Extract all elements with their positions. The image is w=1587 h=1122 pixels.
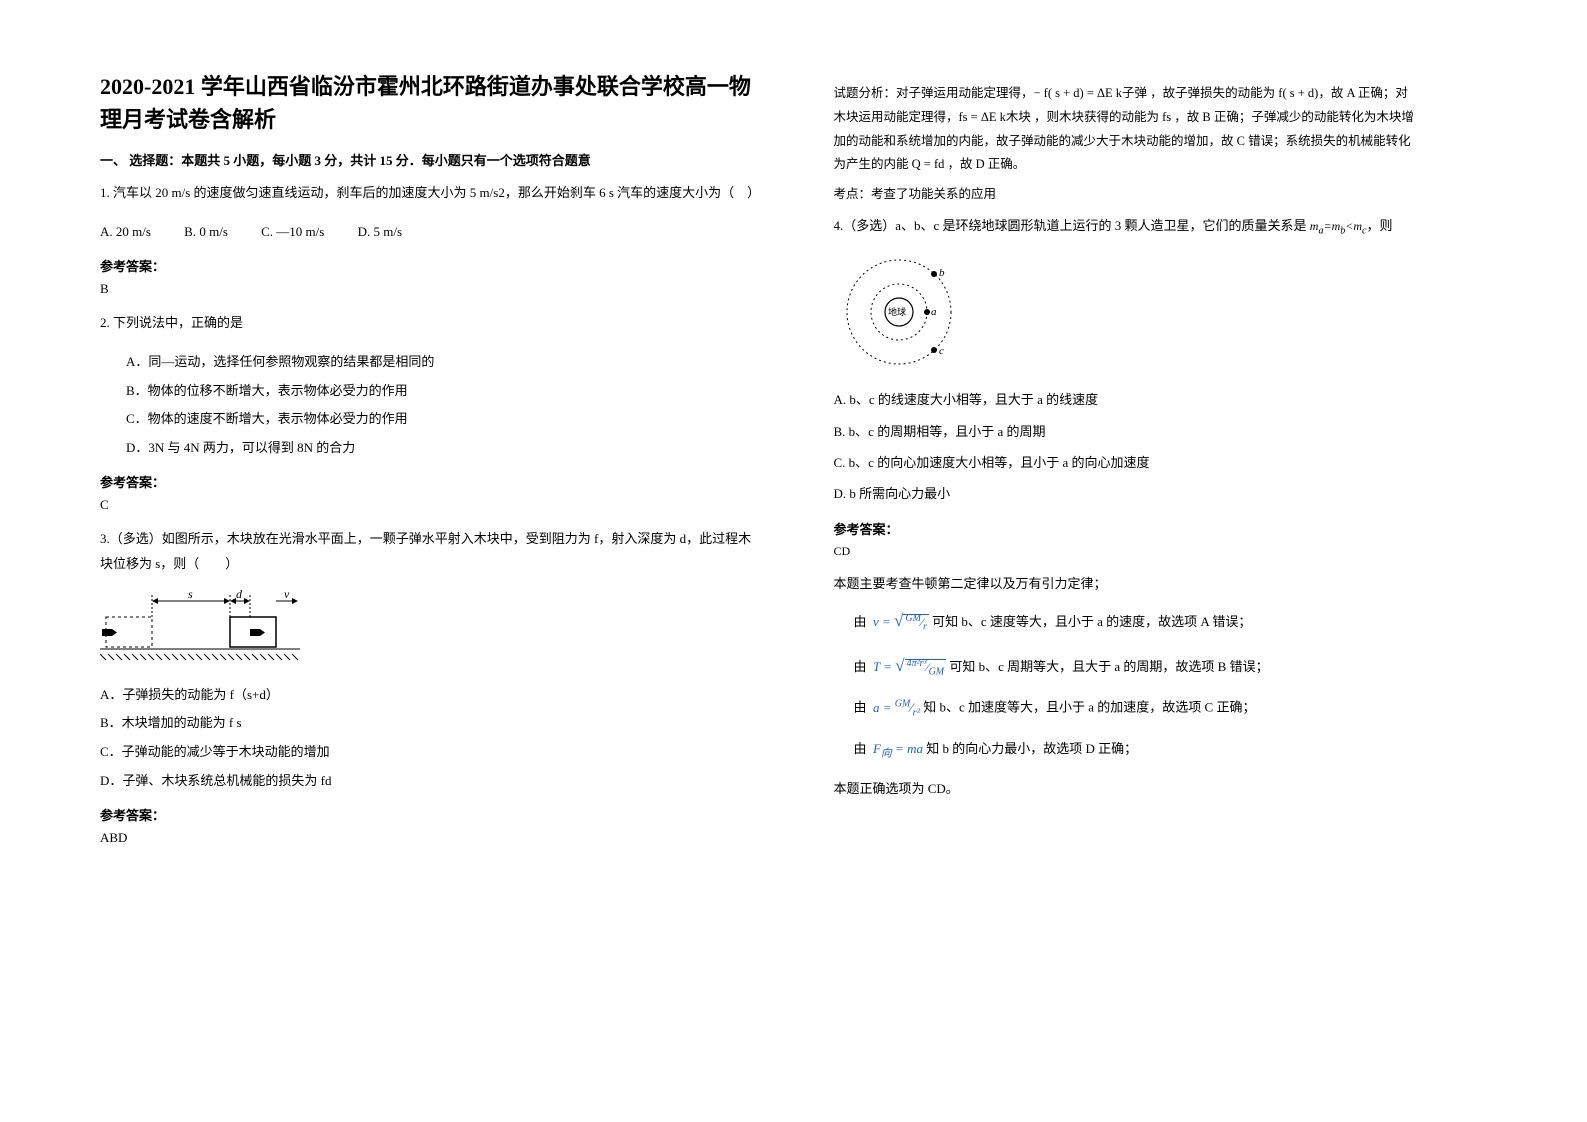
- formula-pre: 由: [854, 614, 867, 629]
- q1-stem: 1. 汽车以 20 m/s 的速度做匀速直线运动，刹车后的加速度大小为 5 m/…: [100, 181, 764, 206]
- q3-opt-b: B．木块增加的动能为 f s: [100, 709, 764, 738]
- svg-text:b: b: [939, 267, 945, 279]
- q4-opt-c: C. b、c 的向心加速度大小相等，且小于 a 的向心加速度: [834, 447, 1498, 478]
- formula-v-post: 可知 b、c 速度等大，且小于 a 的速度，故选项 A 错误；: [932, 614, 1251, 629]
- svg-text:c: c: [939, 345, 944, 357]
- q4-opt-a: A. b、c 的线速度大小相等，且大于 a 的线速度: [834, 384, 1498, 415]
- q3-ref-label: 参考答案：: [100, 805, 764, 824]
- q3-analysis-line1: 试题分析：对子弹运用动能定理得，− f( s + d) = ΔE k子弹 ，故子…: [834, 82, 1498, 106]
- q4-conclusion: 本题正确选项为 CD。: [834, 778, 1498, 797]
- svg-text:d: d: [236, 589, 243, 601]
- q3-opt-a: A．子弹损失的动能为 f（s+d）: [100, 681, 764, 710]
- q4-diagram: 地球 a b c: [834, 252, 1498, 376]
- section-1-head: 一、 选择题：本题共 5 小题，每小题 3 分，共计 15 分．每小题只有一个选…: [100, 150, 764, 169]
- q1-opt-d: D. 5 m/s: [358, 218, 402, 247]
- q1-answer: B: [100, 281, 764, 297]
- q1-opt-a: A. 20 m/s: [100, 218, 151, 247]
- q1-options: A. 20 m/s B. 0 m/s C. —10 m/s D. 5 m/s: [100, 218, 764, 247]
- formula-pre-2: 由: [854, 659, 867, 674]
- svg-text:a: a: [931, 306, 937, 318]
- formula-t-eq: T = √4π²r³⁄GM: [870, 659, 946, 674]
- formula-pre-3: 由: [854, 700, 867, 715]
- q2-stem: 2. 下列说法中，正确的是: [100, 311, 764, 336]
- q3-analysis-line2: 木块运用动能定理得，fs = ΔE k木块 ，则木块获得的动能为 fs ，故 B…: [834, 106, 1498, 130]
- q4-answer: CD: [834, 544, 1498, 559]
- formula-f-eq: F向 = ma: [870, 741, 923, 756]
- q4-opt-b: B. b、c 的周期相等，且小于 a 的周期: [834, 416, 1498, 447]
- q2-answer: C: [100, 497, 764, 513]
- q2-opt-d: D．3N 与 4N 两力，可以得到 8N 的合力: [126, 434, 764, 463]
- formula-f: 由 F向 = ma 知 b 的向心力最小，故选项 D 正确；: [854, 737, 1498, 764]
- formula-a-post: 知 b、c 加速度等大，且小于 a 的加速度，故选项 C 正确；: [923, 700, 1255, 715]
- q4-mass-relation: ma=mb<mc: [1310, 219, 1367, 233]
- q3-analysis-line4: 为产生的内能 Q = fd ，故 D 正确。: [834, 153, 1498, 177]
- q3-options: A．子弹损失的动能为 f（s+d） B．木块增加的动能为 f s C．子弹动能的…: [100, 681, 764, 795]
- formula-t: 由 T = √4π²r³⁄GM 可知 b、c 周期等大，且大于 a 的周期，故选…: [854, 651, 1498, 682]
- q2-opt-a: A．同—运动，选择任何参照物观察的结果都是相同的: [126, 348, 764, 377]
- q3-topic: 考点：考查了功能关系的应用: [834, 183, 1498, 202]
- formula-a: 由 a = GM⁄r² 知 b、c 加速度等大，且小于 a 的加速度，故选项 C…: [854, 695, 1498, 722]
- exam-title: 2020-2021 学年山西省临汾市霍州北环路街道办事处联合学校高一物理月考试卷…: [100, 70, 764, 136]
- q4-stem-b: ，则: [1366, 218, 1392, 233]
- formula-t-post: 可知 b、c 周期等大，且大于 a 的周期，故选项 B 错误；: [949, 659, 1268, 674]
- formula-f-post: 知 b 的向心力最小，故选项 D 正确；: [926, 741, 1137, 756]
- formula-a-eq: a = GM⁄r²: [870, 700, 920, 715]
- q2-options: A．同—运动，选择任何参照物观察的结果都是相同的 B．物体的位移不断增大，表示物…: [100, 348, 764, 462]
- q3-opt-d: D．子弹、木块系统总机械能的损失为 fd: [100, 767, 764, 796]
- q4-stem: 4.（多选）a、b、c 是环绕地球圆形轨道上运行的 3 颗人造卫星，它们的质量关…: [834, 214, 1498, 240]
- formula-v: 由 v = √GM⁄r 可知 b、c 速度等大，且小于 a 的速度，故选项 A …: [854, 606, 1498, 637]
- formula-v-eq: v = √GM⁄r: [870, 614, 929, 629]
- q3-diagram: s d v: [100, 589, 764, 673]
- q4-stem-a: 4.（多选）a、b、c 是环绕地球圆形轨道上运行的 3 颗人造卫星，它们的质量关…: [834, 218, 1310, 233]
- q4-options: A. b、c 的线速度大小相等，且大于 a 的线速度 B. b、c 的周期相等，…: [834, 384, 1498, 509]
- q2-opt-b: B．物体的位移不断增大，表示物体必受力的作用: [126, 377, 764, 406]
- q3-opt-c: C．子弹动能的减少等于木块动能的增加: [100, 738, 764, 767]
- q4-expl-head: 本题主要考查牛顿第二定律以及万有引力定律；: [834, 573, 1498, 592]
- q1-ref-label: 参考答案：: [100, 256, 764, 275]
- q3-analysis: 试题分析：对子弹运用动能定理得，− f( s + d) = ΔE k子弹 ，故子…: [834, 82, 1498, 177]
- q2-ref-label: 参考答案：: [100, 472, 764, 491]
- formula-pre-4: 由: [854, 741, 867, 756]
- q1-opt-c: C. —10 m/s: [261, 218, 324, 247]
- q3-stem: 3.（多选）如图所示，木块放在光滑水平面上，一颗子弹水平射入木块中，受到阻力为 …: [100, 527, 764, 576]
- svg-text:地球: 地球: [888, 306, 906, 317]
- svg-text:s: s: [188, 589, 193, 601]
- q3-analysis-line3: 加的动能和系统增加的内能，故子弹动能的减少大于木块动能的增加，故 C 错误；系统…: [834, 130, 1498, 154]
- svg-text:v: v: [284, 589, 290, 601]
- q2-opt-c: C．物体的速度不断增大，表示物体必受力的作用: [126, 405, 764, 434]
- q3-answer: ABD: [100, 830, 764, 846]
- q4-ref-label: 参考答案：: [834, 519, 1498, 538]
- q4-opt-d: D. b 所需向心力最小: [834, 478, 1498, 509]
- q1-opt-b: B. 0 m/s: [184, 218, 228, 247]
